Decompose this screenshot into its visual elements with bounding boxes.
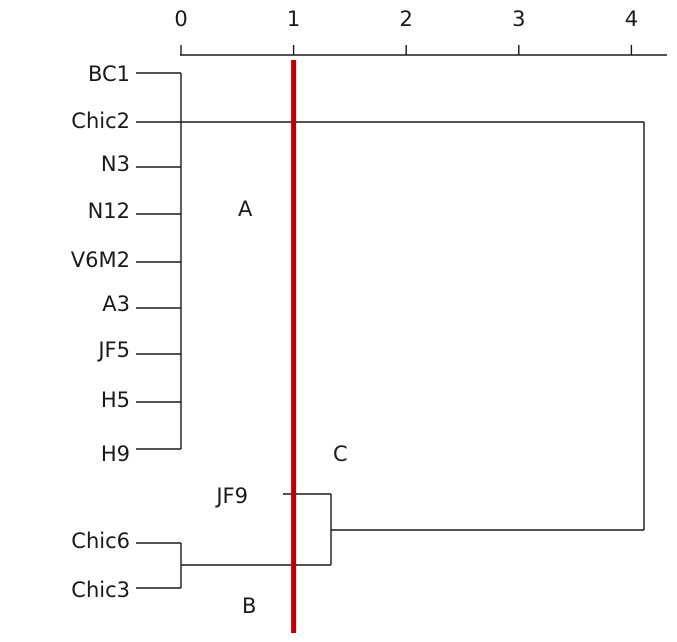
cluster-label-b: B bbox=[242, 594, 256, 618]
leaf-labels: BC1 Chic2 N3 N12 V6M2 A3 JF5 H5 H9 JF9 C… bbox=[71, 62, 248, 602]
leaf-label-a3: A3 bbox=[102, 292, 130, 316]
axis-tick-label-0: 0 bbox=[174, 7, 187, 31]
top-axis: 0 1 2 3 4 bbox=[174, 7, 667, 56]
leaf-label-bc1: BC1 bbox=[88, 62, 130, 86]
axis-tick-label-1: 1 bbox=[287, 7, 300, 31]
cluster-label-a: A bbox=[238, 197, 253, 221]
axis-tick-label-2: 2 bbox=[400, 7, 413, 31]
leaf-label-jf5: JF5 bbox=[96, 338, 130, 362]
axis-ticks: 0 1 2 3 4 bbox=[174, 7, 638, 55]
cluster-c-branches bbox=[283, 493, 644, 565]
leaf-label-chic6: Chic6 bbox=[71, 529, 130, 553]
cluster-b-branches bbox=[136, 542, 331, 589]
leaf-label-chic3: Chic3 bbox=[71, 578, 130, 602]
cluster-label-c: C bbox=[333, 442, 348, 466]
leaf-label-n12: N12 bbox=[88, 199, 130, 223]
leaf-label-h9: H9 bbox=[101, 442, 130, 466]
cluster-a-branches bbox=[136, 72, 182, 450]
leaf-label-v6m2: V6M2 bbox=[71, 248, 130, 272]
axis-tick-label-3: 3 bbox=[512, 7, 525, 31]
cluster-labels: A C B bbox=[238, 197, 348, 618]
leaf-label-h5: H5 bbox=[101, 388, 130, 412]
leaf-label-n3: N3 bbox=[101, 152, 130, 176]
axis-tick-label-4: 4 bbox=[625, 7, 638, 31]
leaf-label-jf9: JF9 bbox=[214, 484, 248, 508]
dendrogram-branches bbox=[136, 72, 645, 589]
leaf-label-chic2: Chic2 bbox=[71, 109, 130, 133]
